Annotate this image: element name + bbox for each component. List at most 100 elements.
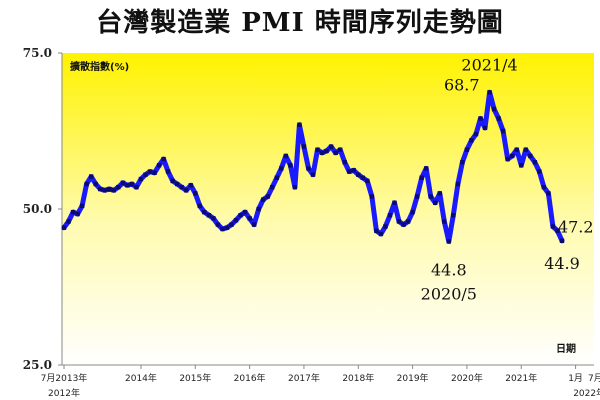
x-tick-label: 2015年 <box>179 372 211 384</box>
data-point <box>301 144 307 149</box>
data-point <box>288 163 293 168</box>
data-point <box>143 172 148 177</box>
data-point <box>152 170 157 176</box>
data-point <box>229 222 234 227</box>
data-point <box>138 176 144 182</box>
data-point <box>179 184 184 190</box>
data-point <box>129 181 135 187</box>
data-point <box>519 163 524 168</box>
data-point <box>491 106 497 112</box>
x-tick-label: 2018年 <box>342 372 374 384</box>
data-point <box>215 222 221 227</box>
y-tick-label: 25.0 <box>23 358 52 372</box>
data-point <box>523 147 528 152</box>
data-point <box>405 219 411 224</box>
data-point <box>532 160 538 165</box>
data-point <box>442 219 447 224</box>
data-point <box>505 156 510 162</box>
data-point <box>437 191 442 196</box>
data-point <box>487 90 492 95</box>
data-point <box>374 228 379 234</box>
data-point <box>337 147 343 152</box>
data-point <box>107 186 112 192</box>
x-tick-label: 2016年 <box>234 372 266 384</box>
data-point <box>147 169 153 174</box>
x-tick-label: 2017年 <box>288 372 320 384</box>
data-point <box>170 178 175 184</box>
data-point <box>88 174 94 179</box>
data-point <box>165 169 171 174</box>
data-point <box>220 226 225 232</box>
data-point <box>66 219 71 224</box>
x-tick-label: 7月2013年 <box>41 372 88 384</box>
data-point <box>496 116 501 121</box>
data-point <box>328 144 334 149</box>
data-point <box>156 163 162 168</box>
data-point <box>369 194 375 199</box>
x-tick-sublabel: 2022年 <box>573 387 600 399</box>
data-point <box>410 209 415 215</box>
data-point <box>93 181 98 187</box>
data-point <box>102 188 107 193</box>
data-point <box>428 194 433 199</box>
data-point <box>478 116 483 121</box>
data-point <box>297 122 302 127</box>
data-point <box>233 218 239 223</box>
data-point <box>256 206 261 212</box>
data-point <box>401 222 406 227</box>
data-annotation: 44.8 <box>431 260 467 279</box>
data-point <box>537 169 542 174</box>
data-point <box>211 216 216 221</box>
data-point <box>292 184 298 190</box>
data-point <box>500 128 506 134</box>
data-annotation: 68.7 <box>444 75 480 94</box>
data-point <box>224 225 230 230</box>
data-annotation: 2020/5 <box>421 284 477 303</box>
data-point <box>315 147 320 152</box>
data-point <box>116 184 121 190</box>
data-point <box>541 184 547 190</box>
data-point <box>283 153 289 159</box>
data-point <box>125 183 130 188</box>
data-annotation: 47.2 <box>558 217 594 236</box>
data-point <box>347 169 352 174</box>
data-point <box>193 191 198 196</box>
data-point <box>319 150 325 156</box>
data-point <box>378 231 384 237</box>
data-point <box>387 213 393 218</box>
data-point <box>423 166 429 171</box>
data-point <box>396 219 402 224</box>
data-point <box>469 138 474 143</box>
data-point <box>306 166 311 171</box>
x-tick-label: 2020年 <box>451 372 483 384</box>
data-point <box>174 181 180 187</box>
data-point <box>455 181 461 187</box>
x-tick-label: 2021年 <box>505 372 537 384</box>
data-point <box>197 203 203 209</box>
data-point <box>279 166 284 171</box>
data-point <box>79 203 85 209</box>
data-point <box>555 228 560 234</box>
data-point <box>134 184 139 190</box>
data-point <box>451 213 456 218</box>
data-point <box>120 180 126 185</box>
data-point <box>188 183 193 188</box>
data-point <box>546 191 551 196</box>
data-point <box>360 175 365 180</box>
data-point <box>433 200 438 205</box>
data-point <box>61 225 67 230</box>
data-point <box>98 186 103 192</box>
data-point <box>238 213 243 218</box>
data-point <box>184 188 189 193</box>
data-point <box>559 238 565 244</box>
chart-title: 台灣製造業 PMI 時間序列走勢圖 <box>96 8 504 38</box>
data-point <box>383 224 388 229</box>
data-point <box>261 197 266 202</box>
data-point <box>247 216 252 221</box>
x-tick-label: 2019年 <box>397 372 429 384</box>
data-point <box>460 160 465 165</box>
data-point <box>270 184 275 190</box>
data-point <box>265 194 270 199</box>
data-point <box>310 172 316 177</box>
data-point <box>161 156 166 162</box>
